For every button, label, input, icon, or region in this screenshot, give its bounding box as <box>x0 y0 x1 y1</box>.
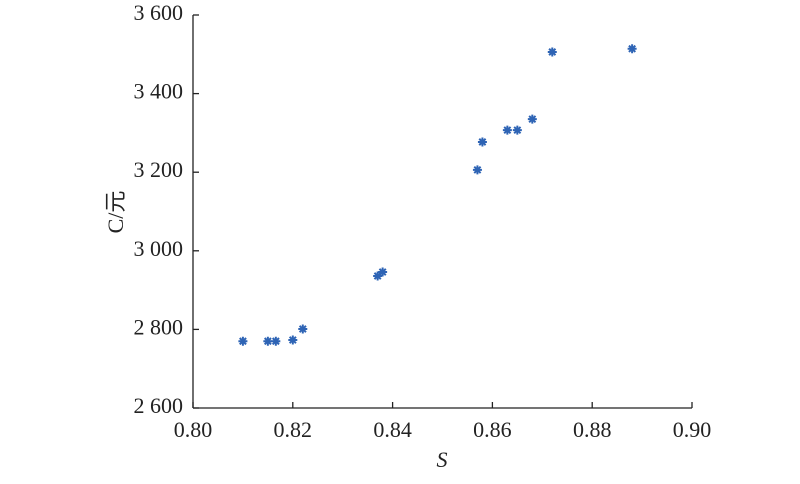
y-tick-label: 2 800 <box>134 314 184 339</box>
point <box>512 125 522 135</box>
point <box>238 336 248 346</box>
point <box>263 336 273 346</box>
point <box>378 267 388 277</box>
y-tick-label: 3 000 <box>134 236 184 261</box>
y-tick-label: 3 400 <box>134 79 184 104</box>
x-tick-label: 0.84 <box>373 417 412 442</box>
y-axis-label: C/元 <box>103 191 128 234</box>
y-tick-label: 2 600 <box>134 393 184 418</box>
x-tick-label: 0.90 <box>673 417 712 442</box>
x-tick-label: 0.86 <box>473 417 512 442</box>
x-tick-label: 0.80 <box>174 417 213 442</box>
point <box>288 335 298 345</box>
x-tick-label: 0.88 <box>573 417 612 442</box>
point <box>477 137 487 147</box>
x-axis-label: S <box>437 447 448 472</box>
point <box>373 271 383 281</box>
point <box>502 125 512 135</box>
point <box>547 47 557 57</box>
point <box>627 44 637 54</box>
point <box>472 165 482 175</box>
point <box>271 336 281 346</box>
x-tick-label: 0.82 <box>274 417 313 442</box>
point <box>298 324 308 334</box>
point <box>527 114 537 124</box>
y-tick-label: 3 200 <box>134 157 184 182</box>
y-tick-label: 3 600 <box>134 0 184 25</box>
